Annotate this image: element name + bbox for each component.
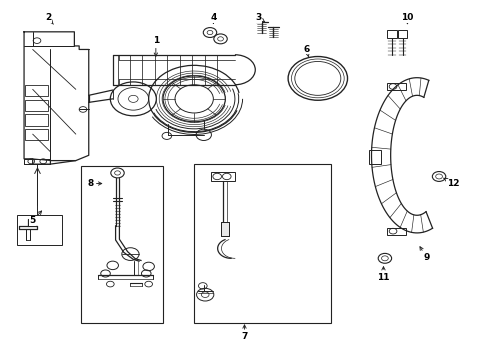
Bar — [210, 172, 234, 181]
Bar — [194, 164, 330, 323]
Text: 10: 10 — [401, 13, 413, 24]
Text: 3: 3 — [255, 13, 264, 22]
Bar — [25, 114, 48, 126]
Bar — [25, 85, 48, 96]
Text: 7: 7 — [241, 325, 247, 342]
Bar — [25, 129, 48, 140]
Bar — [386, 228, 406, 235]
Bar — [368, 150, 380, 164]
Bar — [81, 166, 163, 323]
Bar — [220, 222, 229, 237]
Bar — [397, 30, 407, 38]
Text: 11: 11 — [376, 267, 389, 282]
Text: 4: 4 — [210, 13, 216, 23]
Bar — [386, 83, 406, 90]
Bar — [17, 215, 62, 245]
Bar — [220, 222, 229, 237]
Text: 6: 6 — [303, 45, 309, 57]
Text: 8: 8 — [87, 179, 102, 188]
Text: 12: 12 — [443, 178, 458, 188]
Bar — [386, 30, 396, 38]
Text: 1: 1 — [152, 36, 159, 56]
Bar — [25, 100, 48, 111]
Text: 9: 9 — [419, 247, 429, 262]
Text: 5: 5 — [29, 211, 41, 225]
Text: 2: 2 — [45, 13, 53, 24]
